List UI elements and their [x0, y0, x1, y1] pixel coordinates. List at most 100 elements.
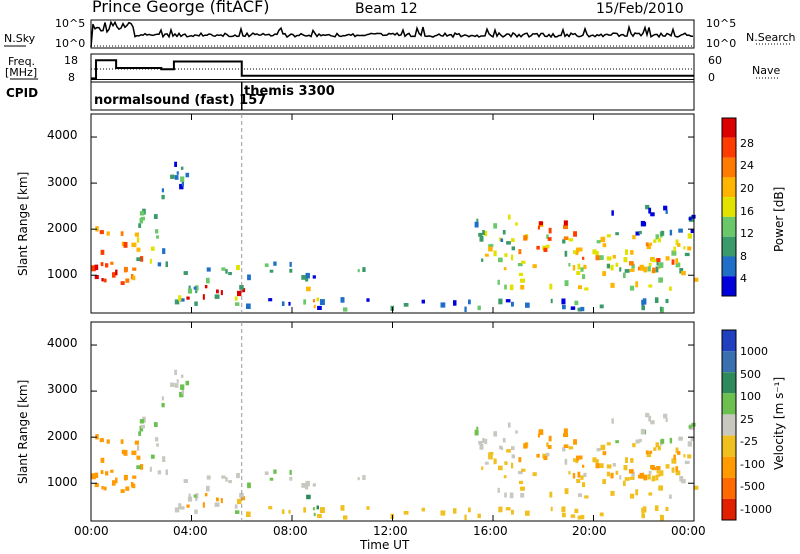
velocity-cell	[643, 474, 648, 481]
velocity-cell	[650, 465, 655, 470]
velocity-cell	[139, 419, 145, 424]
power-cell	[690, 228, 694, 233]
velocity-cell	[648, 415, 652, 422]
power-cell	[195, 285, 199, 291]
power-cell	[684, 252, 690, 257]
power-cell	[538, 221, 543, 226]
power-cell	[518, 272, 523, 277]
velocity-cell	[357, 477, 360, 481]
power-cell	[476, 218, 479, 222]
velocity-cell	[619, 475, 622, 480]
velocity-cell	[493, 431, 498, 437]
power-cell	[482, 230, 485, 235]
power-cell	[649, 242, 653, 246]
velocity-cell	[156, 443, 159, 447]
xtick: 04:00	[173, 524, 208, 538]
velocity-cell	[228, 480, 232, 484]
velocity-cell	[165, 469, 168, 476]
power-cell	[464, 306, 467, 312]
power-cell	[648, 262, 652, 267]
velocity-cell	[582, 482, 586, 488]
power-cell	[106, 231, 110, 236]
power-cell	[511, 254, 514, 261]
power-cell	[543, 247, 548, 252]
power-cell	[584, 287, 589, 291]
power-cell	[606, 263, 610, 269]
velocity-cell	[312, 507, 315, 511]
velocity-cbar-title: Velocity [m s⁻¹]	[772, 376, 786, 470]
date-label: 15/Feb/2010	[596, 1, 684, 17]
power-cell	[679, 268, 684, 274]
power-cell	[138, 223, 142, 228]
power-cell	[440, 302, 446, 308]
power-cell	[343, 307, 348, 312]
power-cell	[619, 267, 622, 272]
power-cbar-tick: 12	[740, 227, 754, 240]
power-cell	[610, 282, 615, 288]
velocity-cell	[170, 382, 175, 387]
power-cbar-tick: 24	[740, 159, 754, 172]
velocity-cell	[132, 475, 137, 479]
velocity-cell	[179, 391, 184, 398]
xtick: 20:00	[572, 524, 607, 538]
power-cell	[563, 236, 569, 240]
velocity-cell	[140, 424, 145, 429]
velocity-colorbar-swatch	[722, 435, 736, 457]
velocity-cell	[600, 444, 606, 451]
power-cell	[669, 229, 673, 236]
power-cell	[602, 243, 607, 248]
power-cell	[663, 205, 668, 211]
power-cell	[94, 275, 99, 280]
velocity-cell	[136, 445, 140, 451]
velocity-cell	[237, 498, 242, 505]
velocity-cell	[578, 493, 582, 498]
velocity-cell	[202, 502, 205, 508]
velocity-cbar-tick: 25	[740, 413, 754, 426]
velocity-cell	[521, 468, 526, 472]
velocity-cell	[573, 439, 577, 445]
velocity-cell	[511, 509, 514, 515]
power-cell	[269, 269, 274, 273]
power-cell	[100, 262, 104, 267]
velocity-cell	[610, 472, 614, 479]
velocity-colorbar-swatch	[722, 414, 736, 436]
power-cell	[520, 278, 525, 283]
power-cell	[550, 298, 553, 304]
power-cell	[642, 298, 647, 305]
velocity-cell	[204, 493, 208, 497]
power-cell	[357, 269, 360, 273]
velocity-cell	[615, 440, 619, 444]
power-cell	[659, 306, 663, 312]
power-cell	[647, 266, 651, 272]
power-cell	[121, 241, 126, 247]
power-cell	[453, 300, 457, 306]
power-cell	[675, 239, 679, 246]
power-cell	[488, 246, 493, 252]
velocity-cell	[511, 462, 514, 469]
power-cell	[313, 304, 316, 309]
velocity-cell	[178, 503, 182, 510]
freq-label-line2: [MHz]	[5, 66, 38, 79]
velocity-cell	[136, 455, 141, 460]
velocity-cell	[564, 488, 569, 495]
velocity-cell	[214, 502, 220, 507]
velocity-cell	[478, 440, 483, 445]
power-cell	[568, 238, 574, 242]
velocity-ytick: 2000	[47, 429, 78, 443]
power-cell	[239, 285, 244, 290]
power-cell	[646, 243, 651, 250]
velocity-cell	[538, 429, 543, 434]
power-cell	[136, 237, 140, 243]
velocity-cell	[317, 513, 322, 518]
velocity-cell	[500, 446, 504, 450]
velocity-cell	[563, 444, 569, 448]
velocity-cell	[312, 483, 316, 487]
power-cell	[517, 263, 523, 267]
power-cell	[675, 258, 679, 264]
nsky-label: N.Sky	[4, 32, 36, 45]
velocity-cell	[675, 470, 681, 476]
velocity-cell	[648, 492, 653, 496]
velocity-cell	[99, 438, 104, 443]
power-cell	[312, 275, 316, 279]
power-cell	[687, 246, 692, 251]
